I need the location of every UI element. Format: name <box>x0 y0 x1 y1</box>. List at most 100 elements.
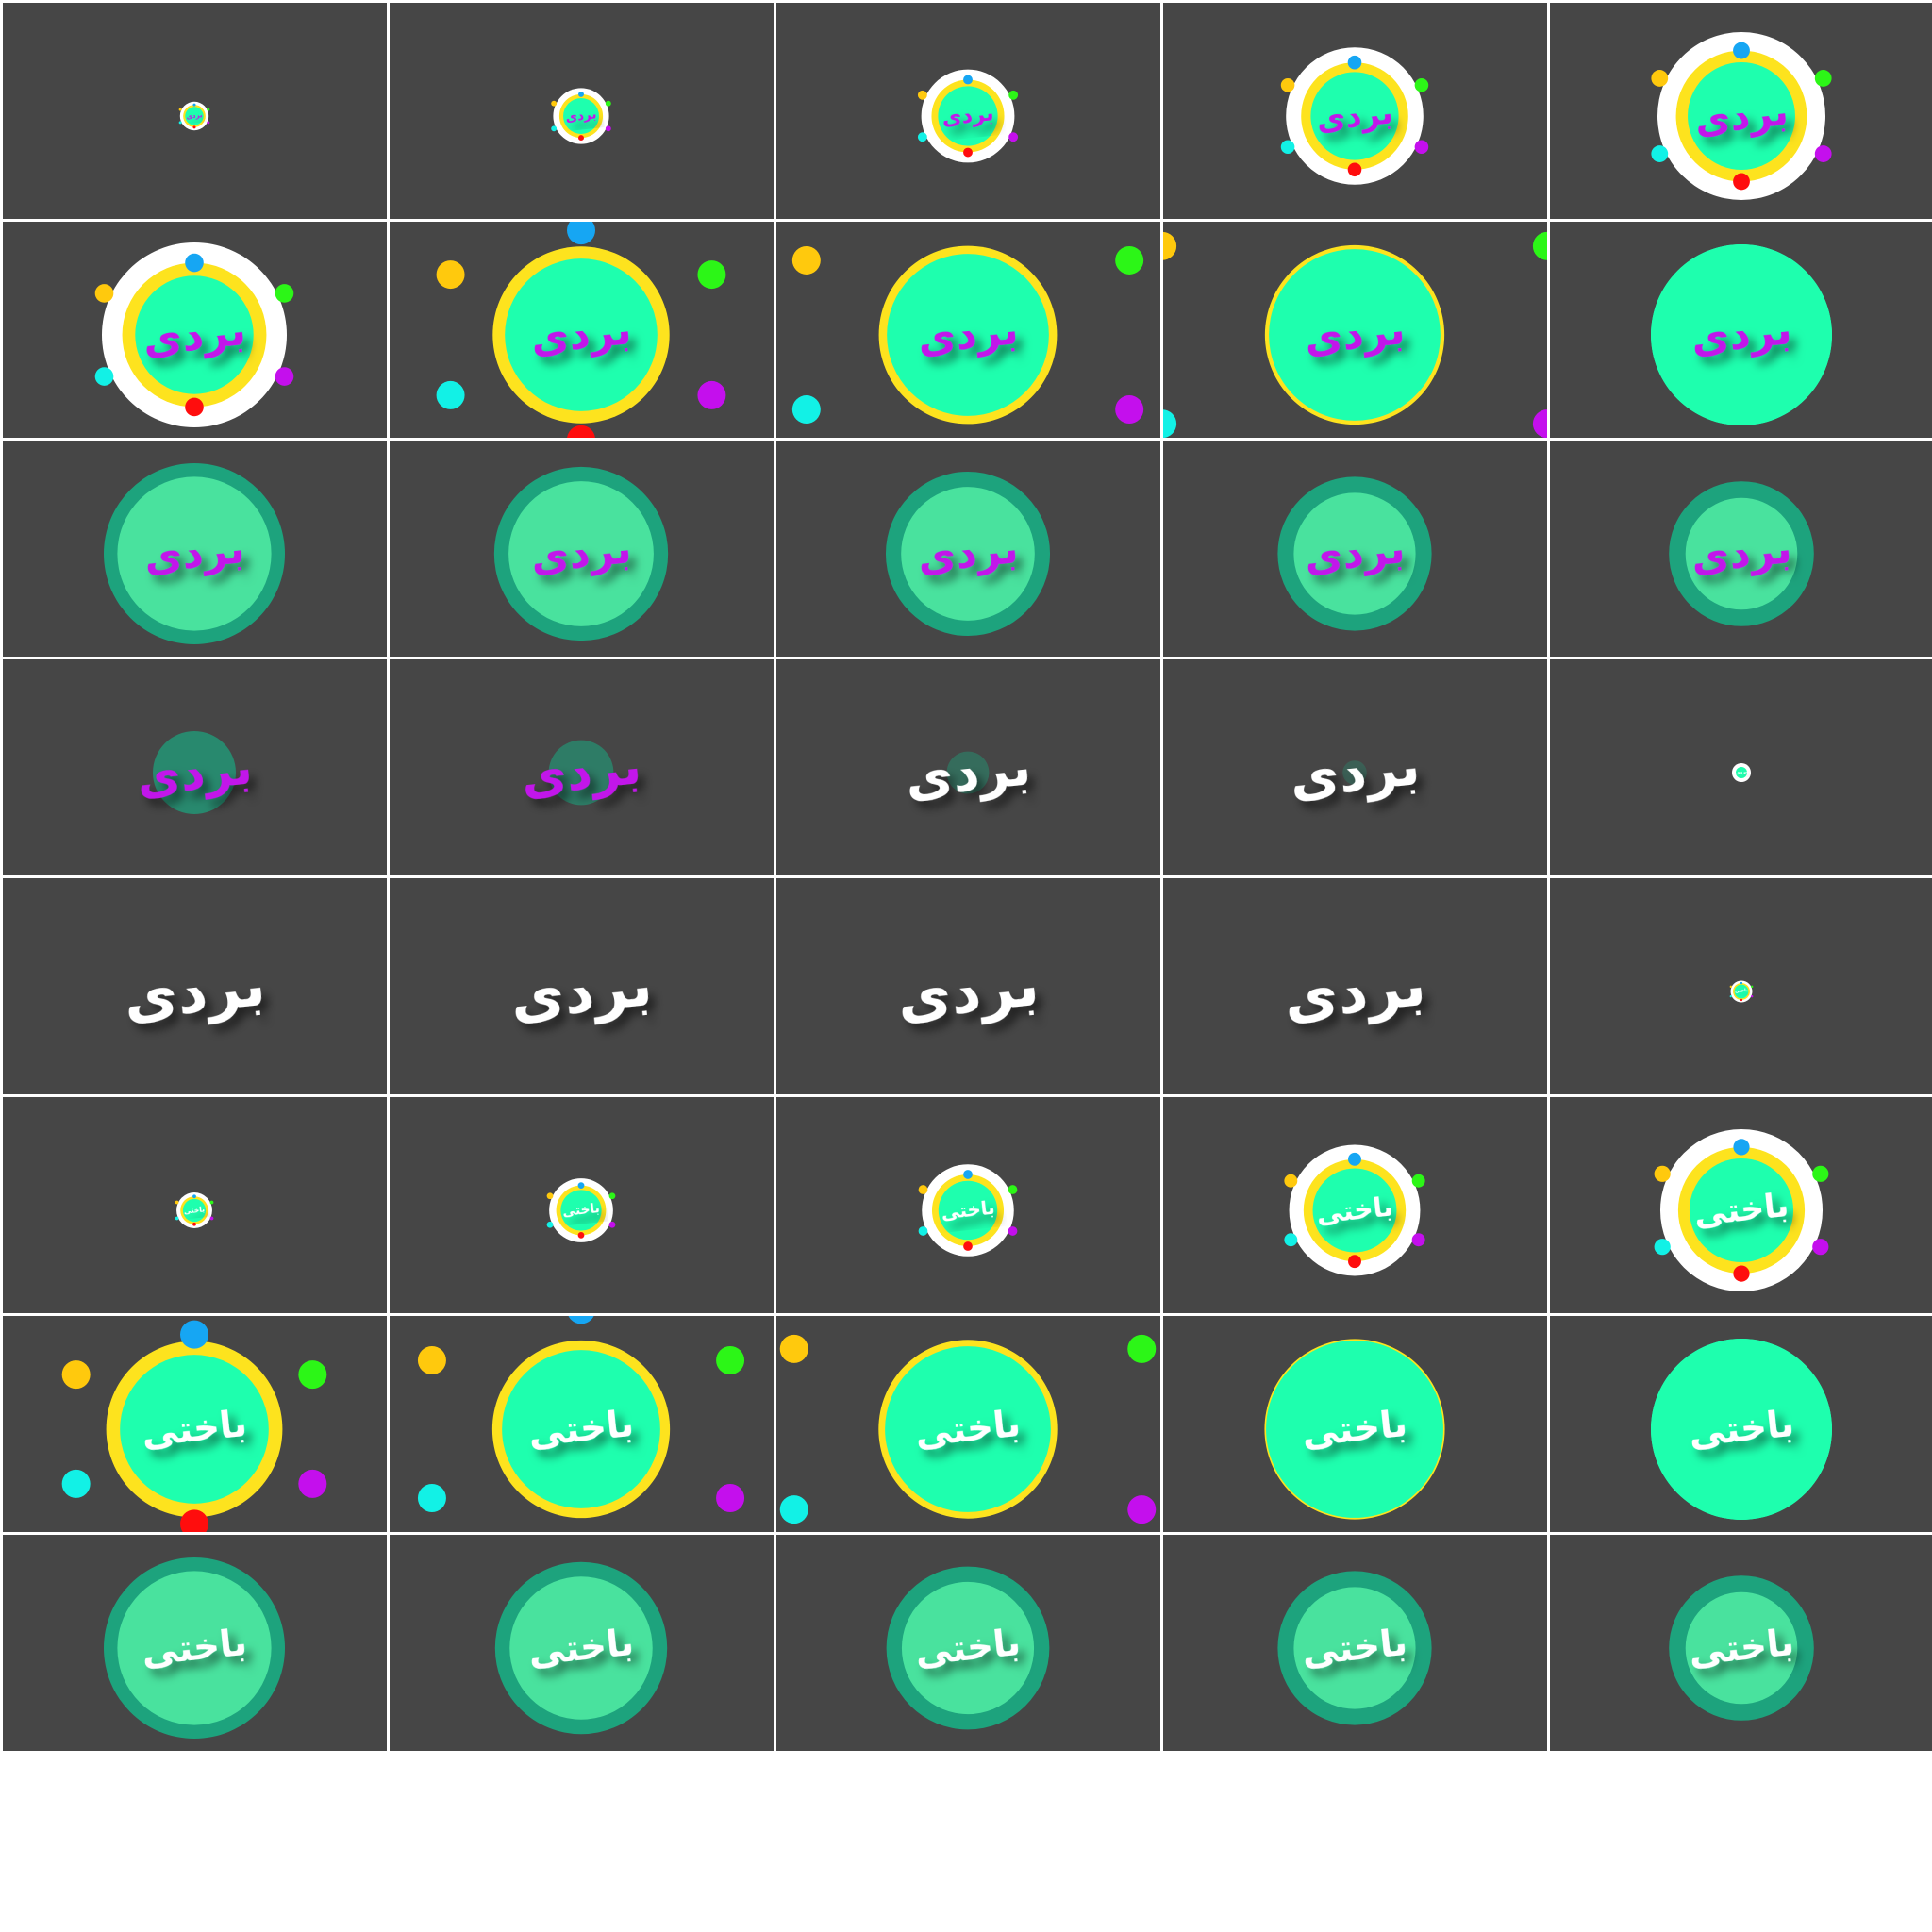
green-disc <box>1310 72 1399 160</box>
frame-word: بردی <box>1302 306 1407 364</box>
frame-word: بردی <box>1302 525 1407 583</box>
dot-yellow-30 <box>61 1360 91 1390</box>
dot-purple-5 <box>275 367 294 386</box>
frame-cell: باختی <box>390 1097 774 1313</box>
dot-yellow-24 <box>1729 985 1732 988</box>
frame-cell: بردی <box>3 659 387 875</box>
frame-canvas: بردی <box>776 3 1160 219</box>
frame-canvas: بردی <box>1550 222 1932 438</box>
dot-red-27 <box>963 1241 973 1251</box>
frame-word: بردی <box>1280 950 1428 1033</box>
dot-cyan-7 <box>791 395 821 425</box>
green-disc-inner <box>901 1581 1035 1715</box>
frame-word: بردی <box>518 738 643 808</box>
frame-cell: باختی <box>1550 1316 1932 1532</box>
frame-cell: باختی <box>1163 1316 1547 1532</box>
dot-purple-26 <box>608 1221 616 1228</box>
green-disc <box>563 98 599 134</box>
frame-cell: باختی <box>776 1316 1160 1532</box>
dot-yellow-31 <box>417 1345 446 1374</box>
frame-cell: بردی <box>1163 3 1547 219</box>
frame-cell: باختی <box>1163 1097 1547 1313</box>
dot-yellow-32 <box>779 1334 808 1363</box>
dot-red-29 <box>1733 1265 1750 1282</box>
frame-background <box>390 878 774 1094</box>
dot-cyan-5 <box>94 367 114 386</box>
frame-canvas: باختی <box>1163 1097 1547 1313</box>
green-disc-inner <box>117 476 272 631</box>
frame-word: بردی <box>528 525 634 583</box>
frame-word: بردی <box>1736 769 1748 775</box>
green-disc <box>505 258 658 411</box>
frame-word: بردی <box>565 107 598 125</box>
dot-green-31 <box>716 1345 745 1374</box>
frame-canvas: بردی <box>390 3 774 219</box>
dot-yellow-29 <box>1654 1165 1671 1182</box>
frame-canvas: باختی <box>1163 1316 1547 1532</box>
frame-word: بردی <box>1287 735 1424 810</box>
frame-canvas: بردی <box>776 659 1160 875</box>
green-disc-outer <box>946 751 990 794</box>
frame-canvas: باختی <box>776 1316 1160 1532</box>
frame-cell: بردی <box>390 3 774 219</box>
frame-canvas: بردی <box>390 222 774 438</box>
frame-canvas: بردی <box>390 441 774 657</box>
dot-green-7 <box>1115 245 1144 275</box>
frame-cell: بردی <box>1163 441 1547 657</box>
green-disc-inner <box>1293 1587 1416 1709</box>
frame-canvas: باختی <box>390 1316 774 1532</box>
frame-cell: بردی <box>776 878 1160 1094</box>
dot-green-3 <box>1414 77 1429 92</box>
dot-blue-2 <box>963 75 973 85</box>
dot-red-2 <box>963 147 973 158</box>
frame-cell: بردی <box>1550 3 1932 219</box>
green-disc <box>1651 244 1832 425</box>
dot-yellow-5 <box>94 284 114 303</box>
frame-background <box>1163 659 1547 875</box>
dot-cyan-6 <box>436 380 465 409</box>
frame-canvas: بردی <box>1163 659 1547 875</box>
dot-cyan-27 <box>918 1226 928 1236</box>
frame-canvas: بردی <box>776 222 1160 438</box>
dot-red-24 <box>1740 998 1743 1002</box>
frame-canvas: بردی <box>1550 3 1932 219</box>
frame-cell: باختی <box>1550 878 1932 1094</box>
frame-word: بردی <box>915 525 1021 583</box>
dot-cyan-25 <box>175 1216 179 1221</box>
dot-red-3 <box>1347 162 1362 177</box>
frame-cell: بردی <box>1163 878 1547 1094</box>
frame-word: بردی <box>902 736 1033 809</box>
dot-red-5 <box>185 397 204 417</box>
dot-cyan-28 <box>1284 1233 1298 1247</box>
frame-word: باختی <box>561 1201 600 1220</box>
dot-purple-25 <box>209 1216 214 1221</box>
dot-green-2 <box>1008 90 1019 100</box>
frame-word: بردی <box>941 101 995 131</box>
dot-yellow-4 <box>1651 70 1669 87</box>
dot-cyan-8 <box>1163 409 1177 438</box>
green-disc-inner <box>117 1571 272 1725</box>
dot-yellow-28 <box>1284 1174 1298 1188</box>
dot-red-0 <box>192 125 196 129</box>
dot-cyan-24 <box>1729 995 1732 998</box>
dot-yellow-8 <box>1163 231 1177 260</box>
frame-canvas: باختی <box>390 1097 774 1313</box>
dot-yellow-7 <box>791 245 821 275</box>
green-disc <box>1651 1339 1832 1520</box>
dot-yellow-26 <box>546 1192 554 1200</box>
dot-red-6 <box>567 425 595 438</box>
frame-canvas: باختی <box>1550 1097 1932 1313</box>
green-disc <box>1269 249 1441 421</box>
frame-cell: باختی <box>1550 1097 1932 1313</box>
green-disc-inner <box>509 1576 653 1720</box>
frame-canvas: بردی <box>3 441 387 657</box>
frame-cell: بردی <box>1550 441 1932 657</box>
dot-purple-29 <box>1812 1239 1829 1256</box>
dot-purple-28 <box>1411 1233 1425 1247</box>
frame-canvas: باختی <box>1163 1535 1547 1751</box>
frame-word: بردی <box>1689 306 1794 364</box>
dot-red-4 <box>1733 173 1750 191</box>
frame-cell: بردی <box>776 3 1160 219</box>
frame-canvas: بردی <box>1163 878 1547 1094</box>
green-disc <box>887 254 1049 416</box>
